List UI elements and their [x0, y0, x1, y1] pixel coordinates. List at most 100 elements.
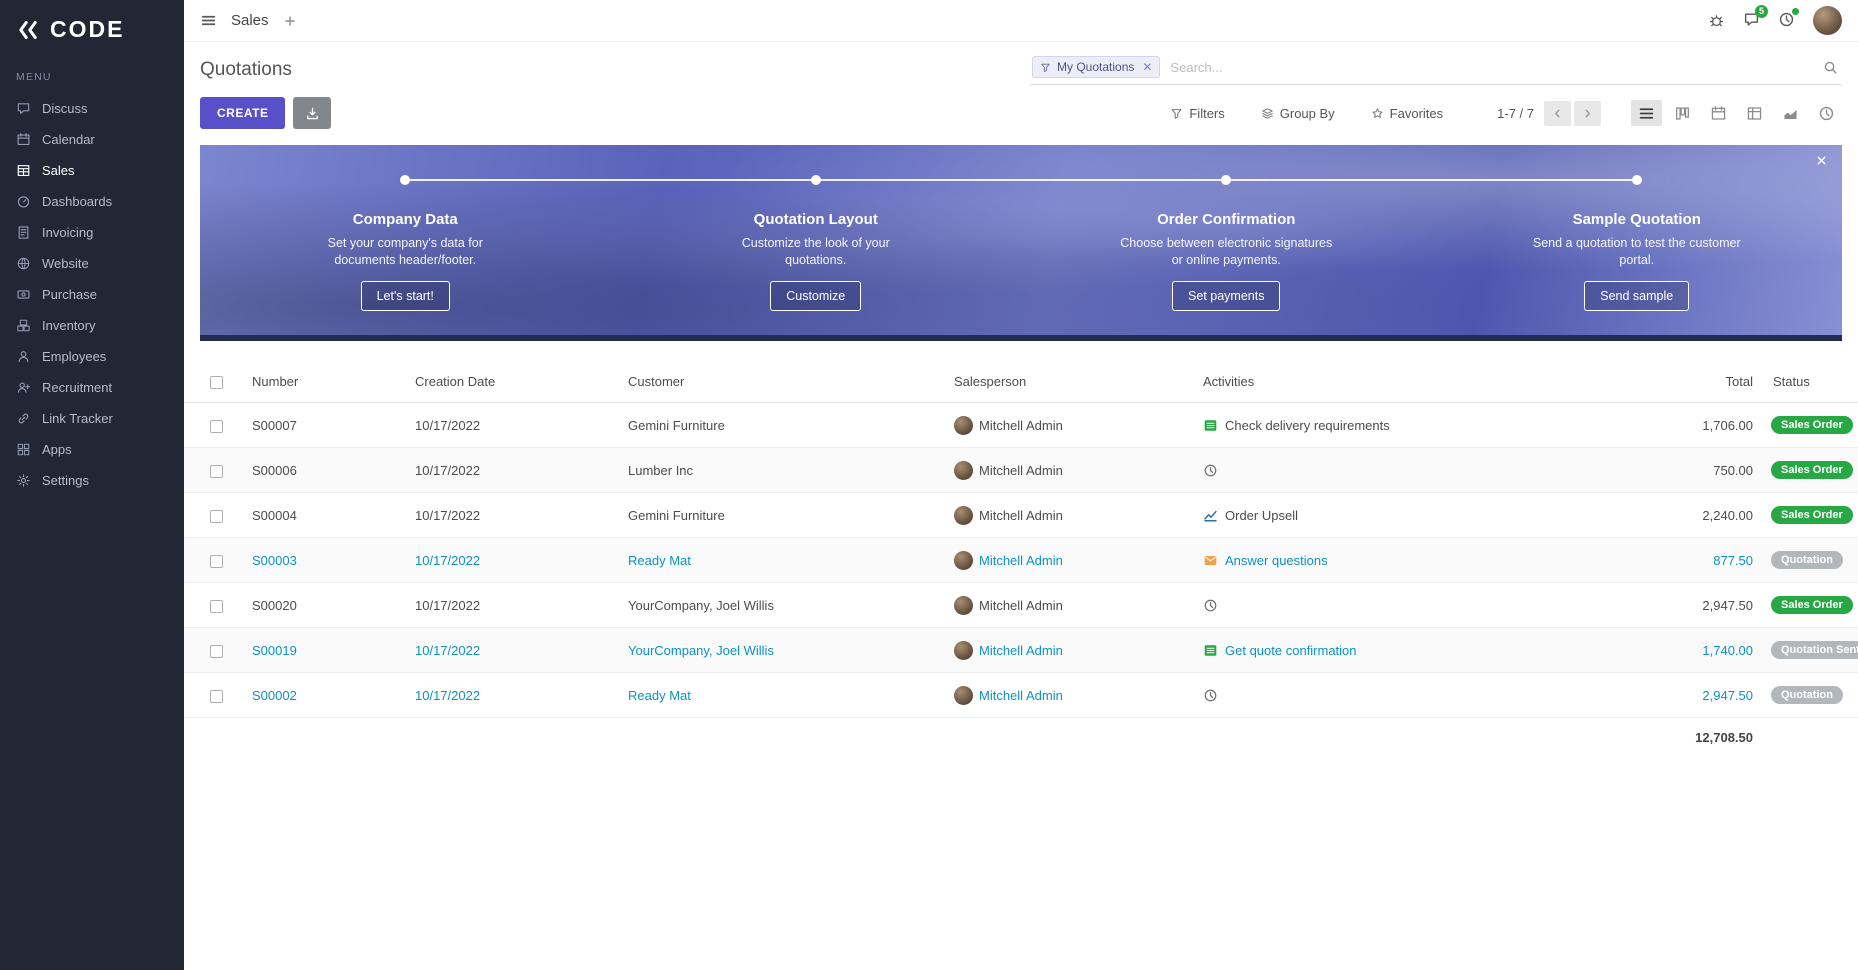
activity-clock-icon[interactable]	[1203, 598, 1218, 613]
sidebar-item-recruitment[interactable]: Recruitment	[0, 372, 184, 403]
activity-list-icon[interactable]	[1203, 418, 1218, 433]
salesperson-avatar	[954, 460, 973, 480]
row-checkbox[interactable]	[210, 554, 223, 568]
column-header-salesperson[interactable]: Salesperson	[948, 361, 1197, 404]
list-view-button[interactable]	[1631, 100, 1662, 126]
activity-clock-icon[interactable]	[1203, 463, 1218, 478]
facet-remove-icon[interactable]: ✕	[1142, 60, 1153, 74]
graph-view-button[interactable]	[1775, 100, 1806, 126]
user-avatar[interactable]	[1813, 6, 1842, 35]
kanban-view-button[interactable]	[1667, 100, 1698, 126]
company-data-button[interactable]: Let's start!	[360, 280, 450, 311]
order-confirmation-button[interactable]: Set payments	[1172, 280, 1281, 311]
graph-view-icon	[1782, 105, 1799, 122]
table-row[interactable]: S00006 10/17/2022 Lumber Inc Mitchell Ad…	[184, 447, 1858, 494]
row-checkbox[interactable]	[210, 689, 223, 703]
activity-clock-icon[interactable]	[1203, 688, 1218, 703]
activity-chart-icon[interactable]	[1203, 508, 1218, 523]
search-icon[interactable]	[1823, 60, 1838, 75]
quotation-layout-button[interactable]: Customize	[770, 280, 862, 311]
activity-list-icon[interactable]	[1203, 643, 1218, 658]
creation-date: 10/17/2022	[409, 447, 622, 494]
pager-next-button[interactable]	[1574, 100, 1601, 126]
row-checkbox[interactable]	[210, 509, 223, 523]
column-header-customer[interactable]: Customer	[622, 361, 948, 404]
total-sum: 12,708.50	[1695, 730, 1753, 746]
star-icon	[1371, 107, 1384, 120]
table-row[interactable]: S00019 10/17/2022 YourCompany, Joel Will…	[184, 627, 1858, 674]
table-row[interactable]: S00007 10/17/2022 Gemini Furniture Mitch…	[184, 402, 1858, 449]
order-number: S00004	[246, 492, 409, 539]
column-header-total[interactable]: Total	[1577, 361, 1759, 404]
salesperson-cell: Mitchell Admin	[954, 415, 1191, 435]
bug-icon[interactable]	[1708, 12, 1725, 29]
brand-logo[interactable]: CODE	[0, 0, 184, 63]
app-name[interactable]: Sales	[231, 12, 269, 29]
sidebar-item-dashboards[interactable]: Dashboards	[0, 186, 184, 217]
order-number: S00007	[246, 402, 409, 449]
export-button[interactable]	[293, 97, 332, 129]
activities-button[interactable]	[1778, 6, 1800, 31]
step-dot-icon	[400, 175, 411, 185]
select-all-checkbox[interactable]	[210, 376, 223, 390]
sidebar-item-label: Discuss	[42, 101, 88, 116]
calendar-view-button[interactable]	[1703, 100, 1734, 126]
salesperson-cell: Mitchell Admin	[954, 685, 1191, 705]
activity-view-button[interactable]	[1811, 100, 1842, 126]
sidebar-item-inventory[interactable]: Inventory	[0, 310, 184, 341]
plus-icon[interactable]	[283, 14, 297, 28]
favorites-button[interactable]: Favorites	[1365, 105, 1449, 122]
row-checkbox[interactable]	[210, 419, 223, 433]
sidebar-item-discuss[interactable]: Discuss	[0, 93, 184, 124]
group-by-icon	[1261, 107, 1274, 120]
row-checkbox[interactable]	[210, 644, 223, 658]
progress-line	[405, 179, 1637, 181]
column-header-status[interactable]: Status	[1759, 361, 1858, 404]
activity-cell: Answer questions	[1203, 553, 1571, 568]
filters-button[interactable]: Filters	[1164, 105, 1230, 122]
salesperson-name: Mitchell Admin	[979, 507, 1063, 523]
column-header-activities[interactable]: Activities	[1197, 361, 1577, 404]
pivot-view-button[interactable]	[1739, 100, 1770, 126]
chevron-right-icon	[1581, 107, 1594, 120]
sidebar: CODE MENU Discuss Calendar Sales Dashboa…	[0, 0, 184, 970]
calendar-view-icon	[1710, 105, 1727, 122]
menu-icon[interactable]	[200, 12, 217, 29]
column-header-number[interactable]: Number	[246, 361, 409, 404]
sidebar-item-settings[interactable]: Settings	[0, 465, 184, 496]
banner-close-button[interactable]	[1813, 152, 1830, 172]
sidebar-item-sales[interactable]: Sales	[0, 155, 184, 186]
sidebar-item-link-tracker[interactable]: Link Tracker	[0, 403, 184, 434]
messages-button[interactable]: 5	[1743, 4, 1768, 31]
sample-quotation-button[interactable]: Send sample	[1584, 280, 1690, 311]
table-row[interactable]: S00003 10/17/2022 Ready Mat Mitchell Adm…	[184, 537, 1858, 584]
pager-prev-button[interactable]	[1544, 100, 1571, 126]
sidebar-item-calendar[interactable]: Calendar	[0, 124, 184, 155]
sidebar-item-employees[interactable]: Employees	[0, 341, 184, 372]
table-row[interactable]: S00020 10/17/2022 YourCompany, Joel Will…	[184, 582, 1858, 629]
search-input[interactable]	[1168, 58, 1815, 76]
order-number: S00003	[246, 537, 409, 584]
pager: 1-7 / 7	[1497, 100, 1601, 126]
activity-cell: Order Upsell	[1203, 508, 1571, 523]
salesperson-avatar	[954, 595, 973, 615]
sidebar-item-label: Sales	[42, 163, 75, 178]
step-description: Send a quotation to test the customer po…	[1532, 236, 1741, 267]
row-checkbox[interactable]	[210, 464, 223, 478]
sidebar-item-purchase[interactable]: Purchase	[0, 279, 184, 310]
sidebar-item-label: Calendar	[42, 132, 95, 147]
search-bar[interactable]: My Quotations ✕	[1030, 55, 1842, 85]
row-checkbox[interactable]	[210, 599, 223, 613]
create-button[interactable]: CREATE	[200, 97, 286, 129]
search-facet[interactable]: My Quotations ✕	[1032, 56, 1161, 78]
activity-label: Answer questions	[1225, 552, 1328, 568]
group-by-button[interactable]: Group By	[1255, 105, 1341, 122]
sidebar-item-apps[interactable]: Apps	[0, 434, 184, 465]
sidebar-item-website[interactable]: Website	[0, 248, 184, 279]
activity-mail-icon[interactable]	[1203, 553, 1218, 568]
table-row[interactable]: S00002 10/17/2022 Ready Mat Mitchell Adm…	[184, 672, 1858, 719]
sidebar-item-invoicing[interactable]: Invoicing	[0, 217, 184, 248]
table-row[interactable]: S00004 10/17/2022 Gemini Furniture Mitch…	[184, 492, 1858, 539]
recruitment-icon	[16, 380, 31, 395]
column-header-creation-date[interactable]: Creation Date	[409, 361, 622, 404]
